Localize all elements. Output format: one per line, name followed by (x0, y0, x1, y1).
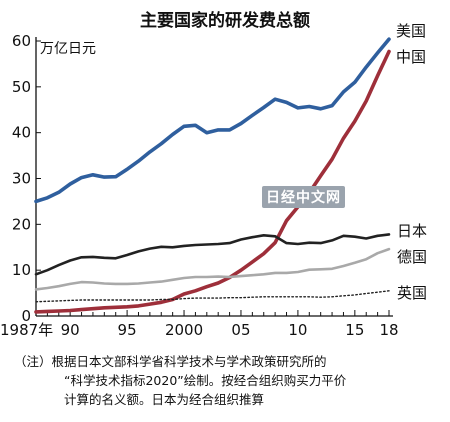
chart-lines (34, 37, 391, 314)
x-tick-label: 95 (118, 321, 137, 339)
chart-axes (35, 37, 393, 317)
x-tick-label: 15 (345, 321, 364, 339)
y-tick-label: 10 (12, 261, 31, 279)
series-label-日本: 日本 (397, 222, 427, 240)
series-label-中国: 中国 (396, 48, 426, 66)
y-tick-label: 0 (21, 307, 31, 325)
chart-footnote: （注）根据日本文部科学省科学技术与学术政策研究所的 “科学技术指标2020”绘制… (14, 352, 444, 409)
y-tick-label: 50 (12, 78, 31, 96)
series-label-美国: 美国 (396, 22, 426, 40)
series-label-英国: 英国 (397, 284, 427, 302)
x-tick-label: 2000 (165, 321, 203, 339)
footnote-line-1: （注）根据日本文部科学省科学技术与学术政策研究所的 (14, 354, 327, 369)
y-tick-label: 20 (12, 215, 31, 233)
x-tick-label: 18 (379, 321, 398, 339)
chart-ticks: 0 10 20 30 40 50 60 1987年 90 95 2000 05 10 15 18 (0, 32, 399, 339)
x-tick-label: 1987年 (0, 321, 53, 339)
series-label-德国: 德国 (397, 248, 427, 266)
series-line-日本 (34, 233, 391, 276)
x-tick-label: 05 (231, 321, 250, 339)
y-axis-unit-label: 万亿日元 (40, 41, 96, 57)
x-tick-label: 90 (61, 321, 80, 339)
y-tick-label: 60 (12, 32, 31, 50)
y-tick-label: 30 (12, 170, 31, 188)
x-tick-label: 10 (288, 321, 307, 339)
watermark-logo: 日经中文网 (262, 186, 345, 208)
footnote-line-2: “科学技术指标2020”绘制。按经合组织购买力平价 (64, 373, 347, 388)
series-line-中国 (34, 49, 391, 314)
series-line-德国 (34, 247, 391, 291)
chart-title: 主要国家的研发费总额 (140, 11, 310, 31)
footnote-line-3: 计算的名义额。日本为经合组织推算 (64, 392, 265, 407)
series-line-英国 (35, 290, 390, 303)
y-tick-label: 40 (12, 124, 31, 142)
series-line-美国 (34, 37, 391, 204)
